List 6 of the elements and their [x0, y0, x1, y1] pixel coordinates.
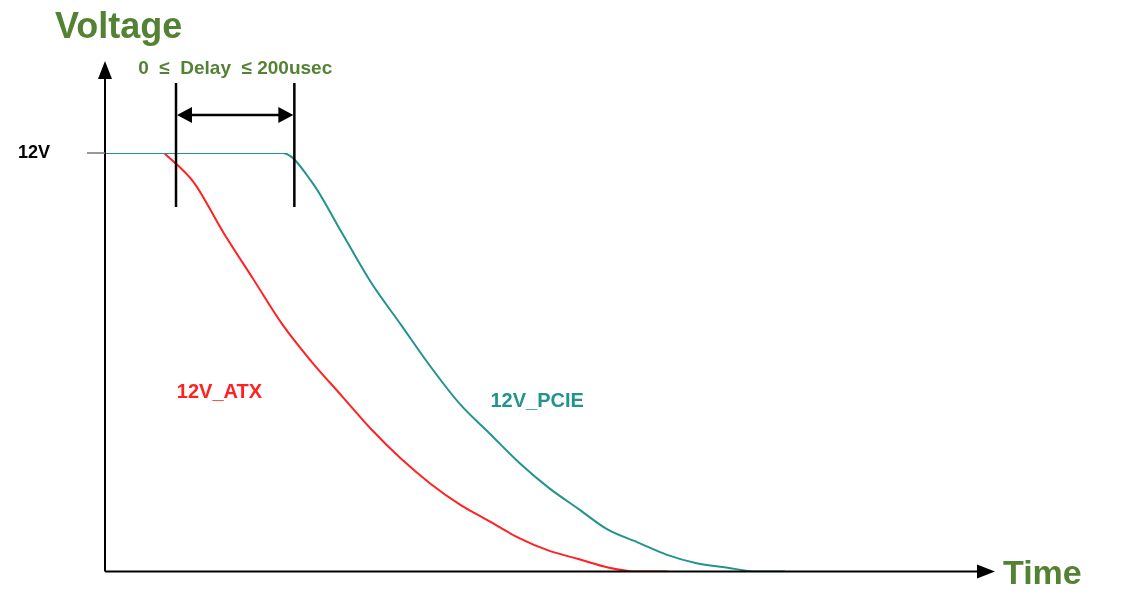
text: 12V_ATX — [176, 379, 263, 402]
text: 0 ≤ Delay ≤ 200usec — [138, 57, 333, 79]
chart-title: Voltage — [55, 5, 183, 46]
series-label: 12V_PCIE — [490, 389, 584, 411]
x-axis-title: Time — [1003, 552, 1082, 591]
text: 12V — [17, 141, 50, 162]
